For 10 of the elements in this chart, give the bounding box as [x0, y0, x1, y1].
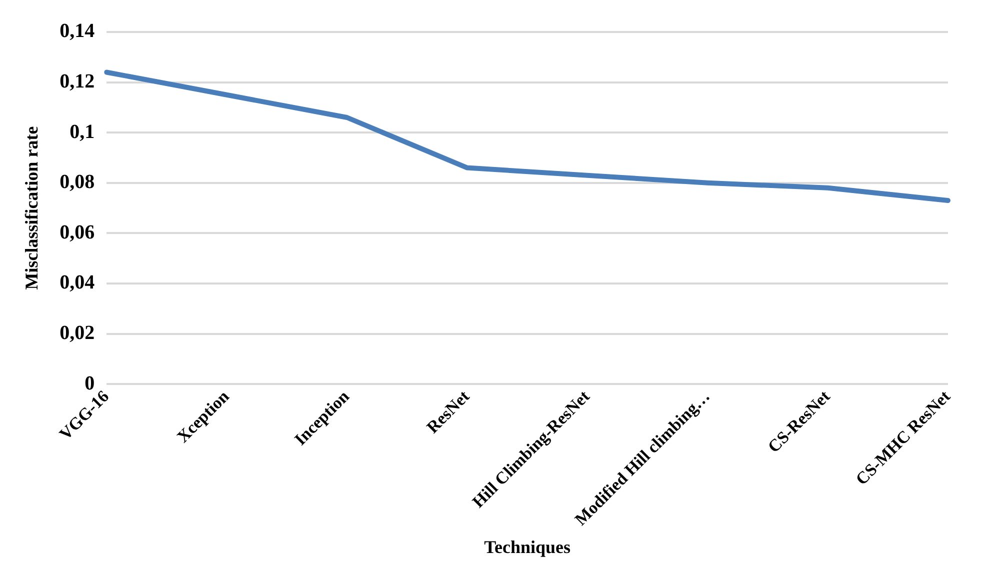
- y-tick-label: 0,04: [60, 272, 95, 294]
- y-tick-label: 0,1: [70, 120, 95, 143]
- y-tick-label: 0,02: [60, 322, 95, 344]
- y-tick-label: 0: [84, 372, 95, 394]
- y-tick-label: 0,14: [60, 20, 95, 42]
- y-axis-title: Misclassification rate: [21, 126, 42, 290]
- x-axis-title: Techniques: [484, 536, 570, 557]
- y-tick-label: 0,06: [60, 221, 95, 244]
- y-tick-label: 0,08: [60, 171, 95, 194]
- y-tick-label: 0,12: [60, 70, 95, 92]
